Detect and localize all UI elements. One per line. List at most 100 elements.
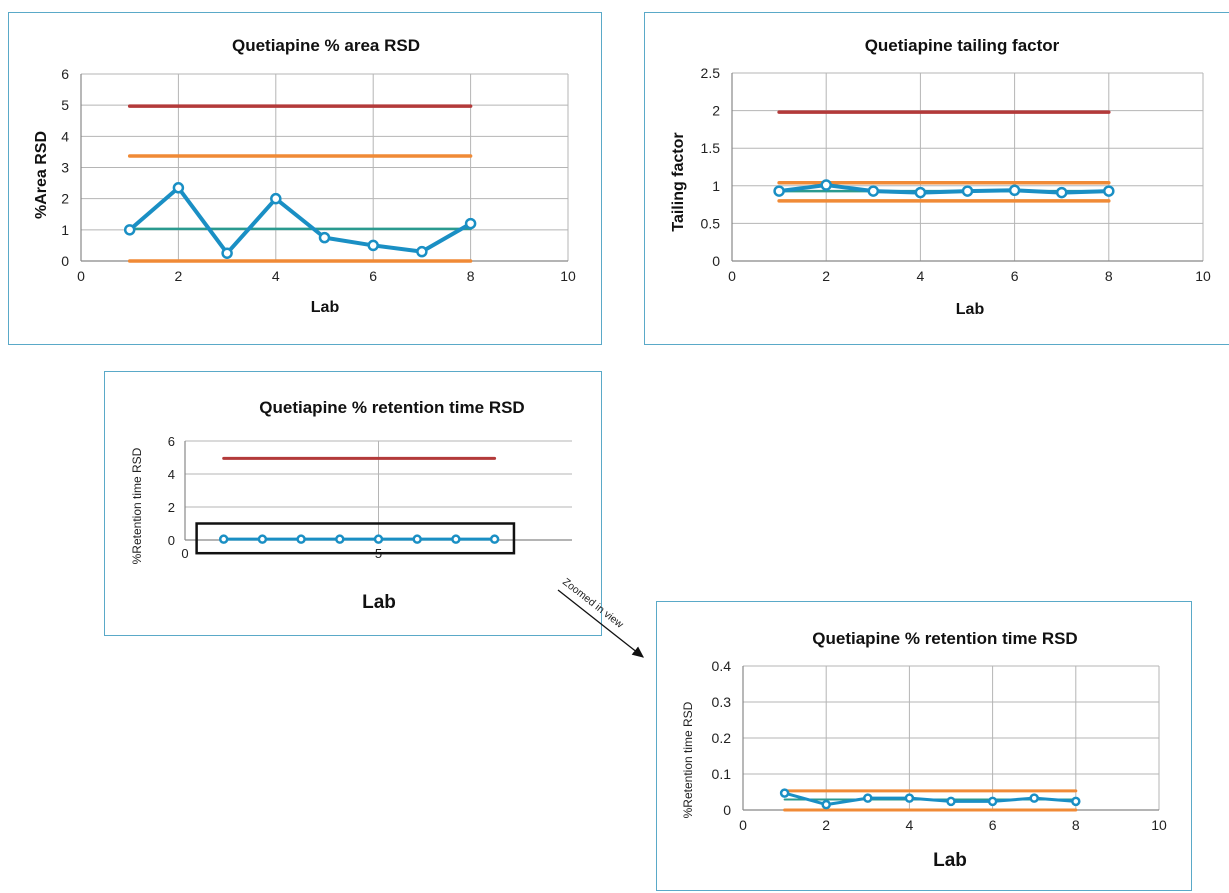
data-point [867,185,880,197]
x-tick-label: 0 [739,817,747,833]
data-point [904,793,915,803]
y-axis-label: %Retention time RSD [681,701,695,818]
x-tick-label: 0 [728,268,736,284]
data-point [863,793,873,803]
x-tick-label: 8 [1072,817,1080,833]
data-point [257,534,268,544]
chart-panel-retention-time-rsd-zoomed: Quetiapine % retention time RSD %Retenti… [656,601,1192,891]
data-point [412,534,422,544]
y-tick-label: 3 [61,160,69,176]
x-tick-label: 2 [822,817,830,833]
data-point [318,231,331,244]
data-point [373,534,384,544]
data-point [416,245,428,258]
x-axis-label: Lab [933,850,967,871]
chart-title: Quetiapine tailing factor [865,36,1060,55]
y-tick-label: 2 [168,500,175,515]
x-tick-label: 10 [560,268,576,284]
x-tick-label: 0 [77,268,85,284]
y-tick-label: 6 [61,66,69,82]
y-tick-label: 0.5 [701,215,721,231]
y-tick-label: 4 [61,128,69,144]
chart-retention-time-rsd: Quetiapine % retention time RSD %Retenti… [130,398,572,613]
data-point [464,217,477,230]
data-point [489,534,500,544]
chart-title: Quetiapine % retention time RSD [812,629,1077,648]
x-tick-label: 4 [272,268,280,284]
x-tick-label: 6 [369,268,377,284]
x-tick-label: 4 [917,268,925,284]
data-point [123,224,136,236]
data-point [961,185,974,197]
chart-title: Quetiapine % area RSD [232,36,420,55]
data-point [270,192,282,205]
x-tick-label: 2 [175,268,183,284]
chart-retention-time-rsd-zoomed: Quetiapine % retention time RSD %Retenti… [681,629,1167,871]
data-point [779,788,790,798]
y-tick-label: 5 [61,97,69,113]
x-axis-label: Lab [311,299,340,316]
data-point [773,185,785,197]
y-tick-label: 0 [723,802,731,818]
y-tick-label: 2 [61,191,69,207]
y-tick-label: 0 [61,253,69,269]
plot-area: 0 2 4 6 8 10 0 0.1 0.2 0.3 0.4 [712,658,1167,833]
data-point [221,247,233,259]
y-tick-label: 1.5 [701,140,721,156]
data-point [1008,184,1021,197]
y-tick-label: 1 [712,178,720,194]
x-tick-label: 10 [1195,268,1211,284]
chart-tailing-factor: Quetiapine tailing factor Tailing factor… [670,36,1211,318]
x-tick-label: 2 [822,268,830,284]
y-tick-label: 0.4 [712,658,732,674]
x-tick-label: 8 [467,268,475,284]
y-tick-label: 0.3 [712,694,732,710]
x-tick-label: 6 [1011,268,1019,284]
x-tick-label: 4 [906,817,914,833]
y-tick-label: 1 [61,222,69,238]
x-tick-label: 0 [181,546,188,561]
series-line [127,185,473,256]
data-point [987,796,998,807]
x-axis-label: Lab [362,592,396,613]
data-point [296,534,306,544]
data-point [218,534,229,544]
data-point [335,534,345,544]
data-point [172,182,185,194]
chart-panel-retention-time-rsd: Quetiapine % retention time RSD %Retenti… [104,371,602,636]
y-axis-label: Tailing factor [670,132,687,231]
y-axis-label: %Retention time RSD [130,447,144,564]
y-axis-label: %Area RSD [33,131,50,219]
data-point [820,179,832,191]
x-tick-label: 8 [1105,268,1113,284]
chart-panel-tailing-factor: Quetiapine tailing factor Tailing factor… [644,12,1229,345]
plot-area: 0 2 4 6 8 10 0 1 2 3 4 5 6 [61,66,576,284]
data-point [367,239,379,252]
x-tick-label: 6 [989,817,997,833]
x-tick-label: 10 [1151,817,1167,833]
chart-title: Quetiapine % retention time RSD [259,398,524,417]
data-point [1071,796,1081,807]
data-point [451,534,461,544]
y-tick-label: 0.1 [712,766,732,782]
data-point [821,799,831,810]
chart-area-rsd: Quetiapine % area RSD %Area RSD Lab 0 2 4 6… [33,36,576,316]
chart-panel-area-rsd: Quetiapine % area RSD %Area RSD Lab 0 2 4 6… [8,12,602,345]
y-tick-label: 0 [712,253,720,269]
plot-area: 0 2 4 6 8 10 0 0.5 1 1.5 2 2.5 [701,65,1211,284]
series-line [783,791,1078,807]
y-tick-label: 6 [168,434,175,449]
zoom-selection-box [195,522,516,555]
data-point [1055,186,1068,199]
y-tick-label: 2 [712,103,720,119]
x-axis-label: Lab [956,301,985,318]
y-tick-label: 2.5 [701,65,721,81]
data-point [914,186,927,199]
data-point [946,796,956,807]
series-line [777,183,1111,195]
y-tick-label: 0.2 [712,730,732,746]
y-tick-label: 0 [168,533,175,548]
y-tick-label: 4 [168,467,175,482]
data-point [1103,185,1115,197]
